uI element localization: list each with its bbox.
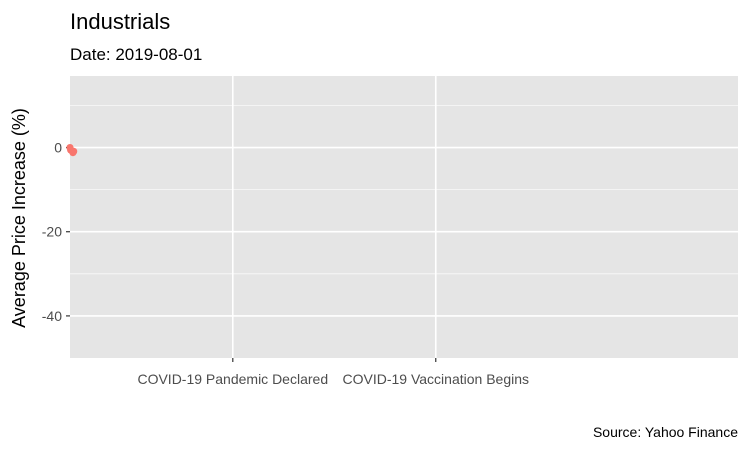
x-tick-label: COVID-19 Pandemic Declared	[137, 371, 328, 387]
chart-subtitle: Date: 2019-08-01	[70, 45, 202, 64]
data-point	[70, 147, 78, 155]
chart-caption: Source: Yahoo Finance	[593, 424, 738, 440]
plot-panel	[70, 76, 738, 358]
chart-title: Industrials	[70, 9, 170, 34]
y-tick-label: -40	[42, 308, 62, 324]
y-axis-ticks: 0 -20 -40	[42, 140, 70, 324]
x-axis-ticks: COVID-19 Pandemic Declared COVID-19 Vacci…	[137, 358, 529, 387]
x-tick-label: COVID-19 Vaccination Begins	[343, 371, 530, 387]
y-tick-label: -20	[42, 224, 62, 240]
grid-minor	[70, 105, 738, 275]
y-tick-label: 0	[54, 140, 62, 156]
y-axis-title: Average Price Increase (%)	[9, 108, 29, 328]
grid-major	[70, 76, 738, 358]
data-points	[66, 143, 78, 157]
